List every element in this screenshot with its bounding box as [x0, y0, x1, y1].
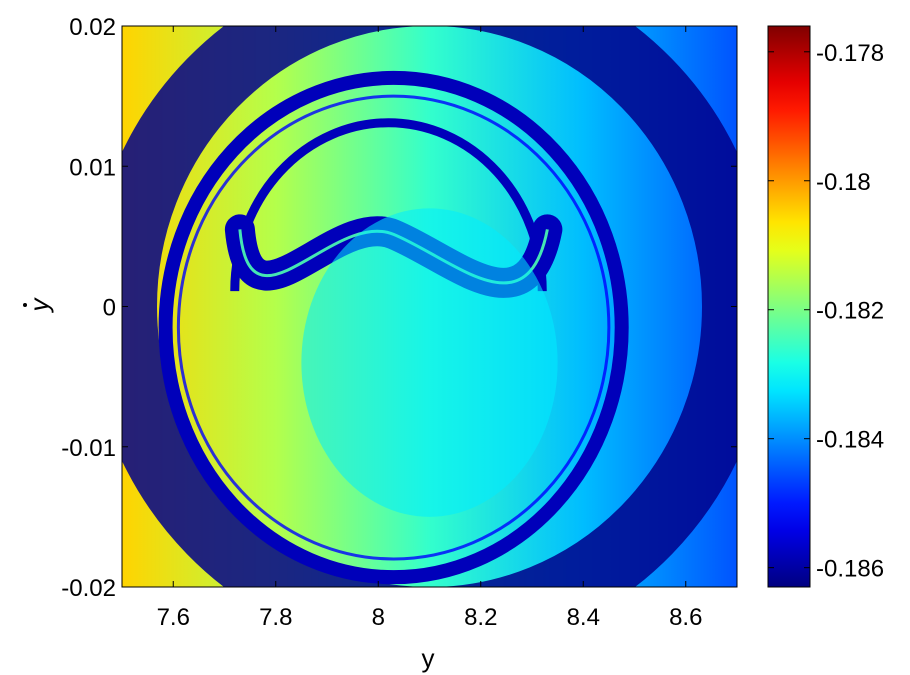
feature-inner-ring-edge	[176, 94, 611, 561]
feature-lower-core	[301, 208, 558, 517]
x-axis-ticks: 7.6 7.8 8 8.2 8.4 8.6	[157, 26, 702, 631]
colorbar-tick-label: -0.178	[816, 40, 884, 67]
heatmap-plot	[122, 26, 737, 587]
colorbar-tick-label: -0.184	[816, 427, 884, 454]
colorbar-ticks: -0.178 -0.18 -0.182 -0.184 -0.186	[768, 40, 884, 583]
y-tick-label: 0.01	[69, 154, 116, 181]
y-tick-label: 0	[103, 295, 116, 322]
y-axis-label-dot-accent	[23, 303, 27, 307]
feature-inner-blue-ring	[158, 70, 629, 585]
colorbar-tick-label: -0.18	[816, 169, 871, 196]
x-tick-label: 7.8	[259, 604, 292, 631]
y-tick-label: -0.01	[61, 435, 116, 462]
x-axis-label: y	[422, 643, 435, 673]
feature-upper-arc	[230, 118, 547, 292]
y-axis-label: y	[24, 297, 54, 314]
colorbar	[767, 25, 811, 588]
y-axis-ticks: 0.02 0.01 0 -0.01 -0.02	[61, 14, 737, 602]
x-tick-label: 8.6	[669, 604, 702, 631]
heatmap-features	[122, 26, 737, 587]
colorbar-tick-label: -0.182	[816, 298, 884, 325]
colorbar-tick-label: -0.186	[816, 556, 884, 583]
y-axis-label-group: y	[23, 297, 54, 314]
x-tick-label: 8.4	[567, 604, 600, 631]
x-tick-label: 8.2	[464, 604, 497, 631]
x-tick-label: 7.6	[157, 604, 190, 631]
y-tick-label: 0.02	[69, 14, 116, 41]
y-tick-label: -0.02	[61, 575, 116, 602]
x-tick-label: 8	[372, 604, 385, 631]
